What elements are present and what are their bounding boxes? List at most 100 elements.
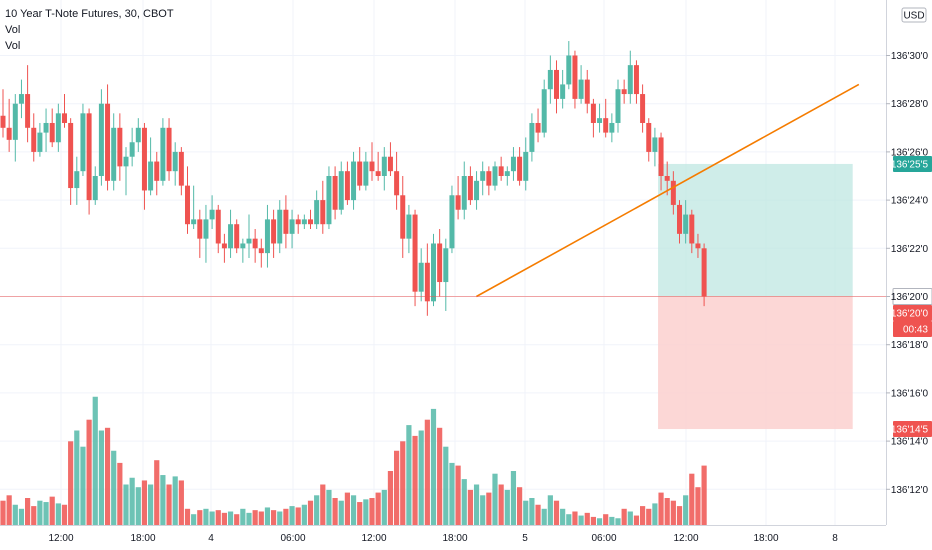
volume-bar <box>295 507 301 525</box>
candle <box>166 118 172 181</box>
time-axis[interactable]: 12:00 18:00 4 06:00 12:00 18:00 5 06:00 12:00 18:… <box>0 525 932 550</box>
candle-body <box>387 156 393 172</box>
volume-bars <box>0 396 707 525</box>
volume-bar <box>234 514 240 525</box>
candle-body <box>554 69 559 99</box>
price-label-last[interactable]: 136'20'0 <box>891 305 932 321</box>
volume-indicator-label[interactable]: Vol <box>5 24 21 36</box>
candle <box>74 156 80 205</box>
volume-bar <box>184 508 191 525</box>
candle <box>178 147 184 196</box>
candle-body <box>178 151 184 186</box>
candle-body <box>541 89 547 133</box>
volume-bar <box>135 487 141 525</box>
volume-bar <box>43 502 49 525</box>
candle-body <box>394 171 400 196</box>
price-label-target[interactable]: 136'25'5 <box>891 155 932 172</box>
candle <box>320 180 326 234</box>
candle <box>86 108 92 215</box>
volume-bar <box>418 430 424 525</box>
trendline-drawing[interactable] <box>476 83 860 298</box>
candle <box>701 243 707 307</box>
candle <box>308 209 313 230</box>
candle-body <box>646 122 652 152</box>
candle-body <box>504 171 510 176</box>
volume-bar <box>197 510 203 525</box>
candle <box>338 161 344 215</box>
candle-body <box>418 262 424 292</box>
volume-bar <box>596 518 603 525</box>
candle <box>646 118 652 162</box>
volume-bar <box>658 492 664 525</box>
candle-body <box>474 180 480 201</box>
volume-bar <box>652 503 658 525</box>
volume-bar <box>437 427 443 525</box>
candle <box>449 185 455 254</box>
price-label-current-background <box>892 288 932 305</box>
candle-body <box>547 69 553 90</box>
volume-bar <box>541 508 547 525</box>
candle <box>529 113 535 162</box>
candle-body <box>535 122 541 133</box>
time-tick-label: 5 <box>522 533 528 544</box>
symbol-title[interactable]: 10 Year T-Note Futures, 30, CBOT <box>5 8 174 20</box>
candle-body <box>62 113 67 123</box>
time-tick-label: 12:00 <box>361 533 386 544</box>
volume-bar <box>332 498 338 525</box>
candle <box>381 147 387 191</box>
volume-indicator-label[interactable]: Vol <box>5 40 21 52</box>
price-label-countdown[interactable]: 00:43 <box>893 321 932 337</box>
price-label-current-text: 136'20'0 <box>891 292 929 303</box>
volume-bar <box>387 471 394 525</box>
candle-body <box>308 219 313 225</box>
currency-badge-frame <box>901 7 927 23</box>
price-tick-label: 136'28'0 <box>891 99 929 110</box>
candle <box>246 214 252 258</box>
price-label-stop[interactable]: 136'14'5 <box>891 421 932 438</box>
candle <box>480 161 486 196</box>
candle-body <box>92 176 98 201</box>
time-tick-label: 18:00 <box>130 533 155 544</box>
volume-bar <box>246 512 252 525</box>
volume-bar <box>80 446 86 525</box>
volume-bar <box>320 484 326 525</box>
volume-bar <box>412 435 418 525</box>
price-label-stop-background <box>893 421 932 438</box>
volume-bar <box>560 508 566 525</box>
currency-badge[interactable]: USD <box>901 7 927 23</box>
candle <box>111 113 117 191</box>
candle <box>240 238 246 263</box>
candle-body <box>381 156 387 176</box>
candle-body <box>123 156 129 167</box>
price-tick-label: 136'16'0 <box>891 388 929 399</box>
candle <box>344 161 350 205</box>
price-label-current[interactable]: 136'20'0 <box>891 288 932 305</box>
candle-body <box>246 238 252 244</box>
price-axis[interactable]: 137'00'0136'30'0136'28'0136'26'0136'24'0… <box>886 0 932 550</box>
candle <box>455 176 461 220</box>
candle <box>6 98 12 152</box>
candle <box>689 209 695 254</box>
volume-bar <box>227 511 234 525</box>
candle <box>467 166 473 205</box>
candle-body <box>295 219 301 225</box>
stop-loss-zone <box>658 296 853 430</box>
candle <box>584 69 590 114</box>
candle <box>387 142 393 176</box>
candle-body <box>424 262 430 302</box>
price-label-last-background <box>893 305 932 321</box>
candle <box>37 122 43 157</box>
candle <box>443 238 449 311</box>
candle <box>160 118 166 186</box>
volume-bar <box>203 508 209 525</box>
volume-bar <box>584 512 590 525</box>
candle-body <box>652 137 658 152</box>
volume-bar <box>98 430 104 525</box>
candle <box>31 113 37 162</box>
price-label-last-text: 136'20'0 <box>891 309 929 320</box>
volume-bar <box>307 500 314 525</box>
candle-body <box>603 118 609 133</box>
volume-bar <box>461 479 467 525</box>
candle-body <box>49 122 55 143</box>
